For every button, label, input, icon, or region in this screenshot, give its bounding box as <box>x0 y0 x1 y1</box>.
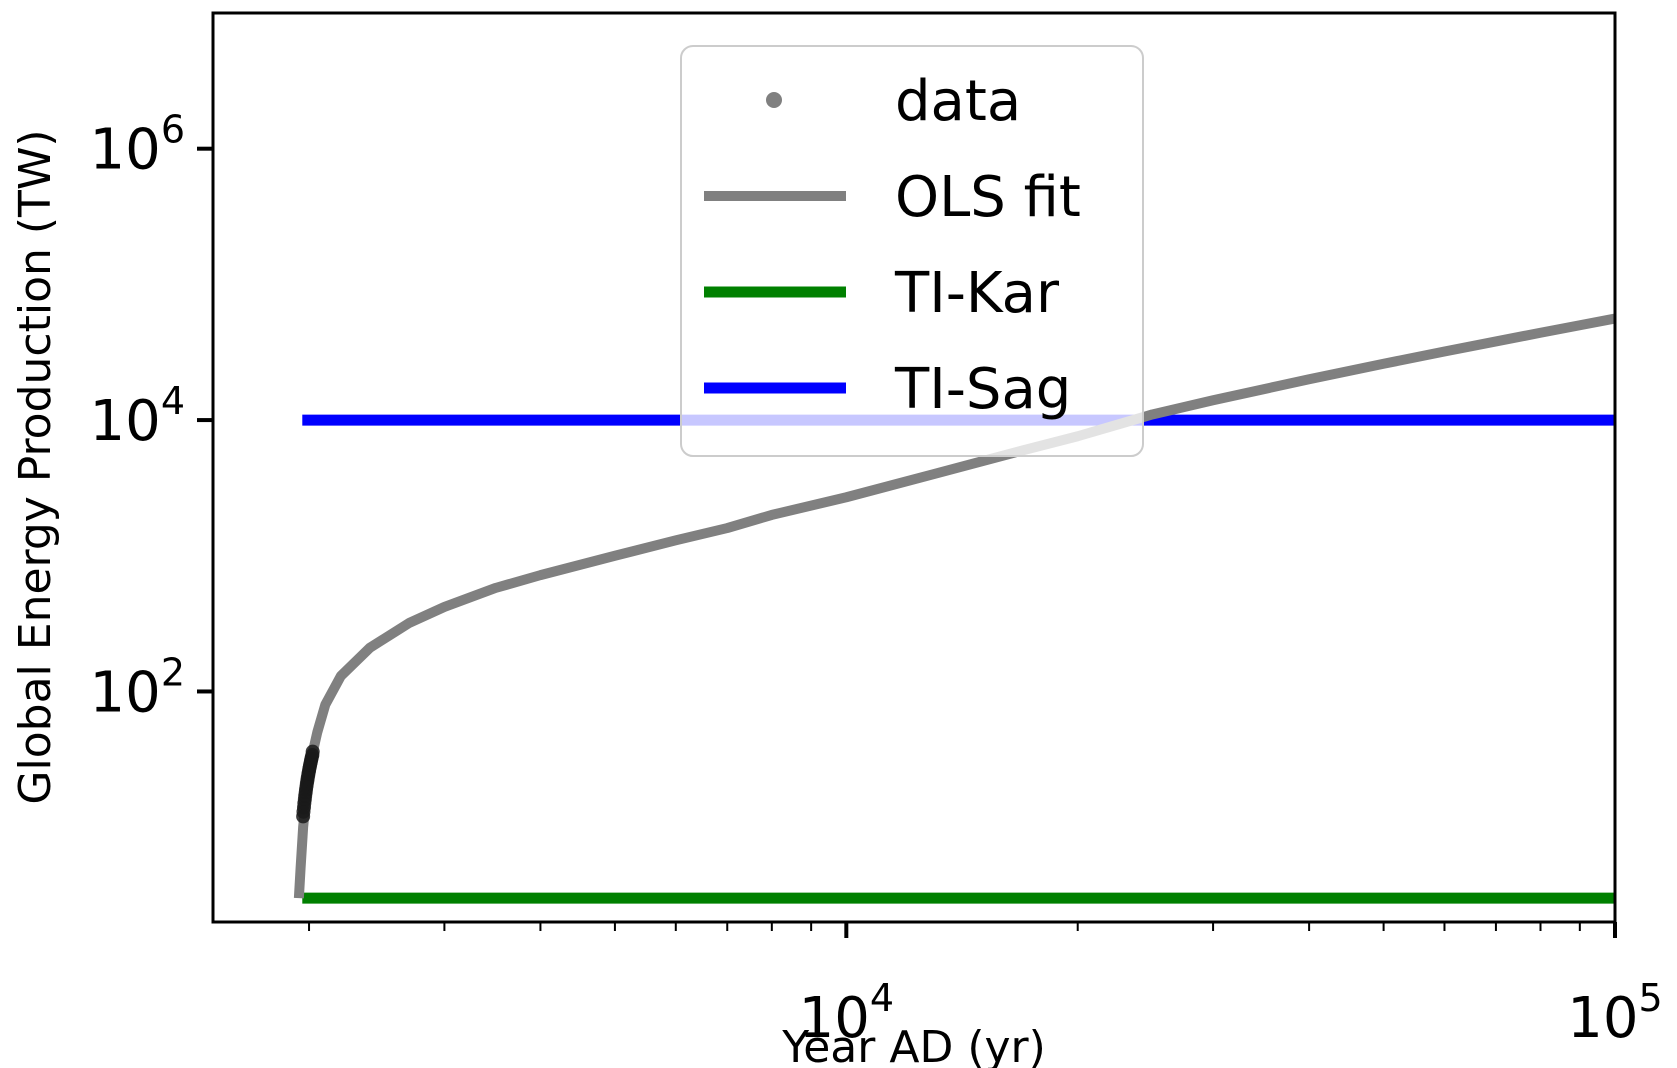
plot-frame <box>211 11 1617 924</box>
y-tick-label: 102 <box>90 650 185 725</box>
legend: data OLS fit TI-Kar TI-Sag <box>680 45 1144 457</box>
legend-box <box>680 45 1144 457</box>
y-axis-label: Global Energy Production (TW) <box>10 129 61 804</box>
x-axis-label: Year AD (yr) <box>781 1022 1046 1068</box>
y-tick-label: 104 <box>90 379 185 454</box>
ticks-layer: 104 105 102 104 106 <box>90 108 1663 1051</box>
legend-label-ti-kar: TI-Kar <box>894 261 1060 326</box>
x-tick-label: 105 <box>1567 976 1662 1051</box>
series-ols-fit-line <box>293 313 1615 899</box>
data-point <box>305 744 320 759</box>
legend-label-ols-fit: OLS fit <box>895 165 1081 230</box>
x-tick-label: 104 <box>799 976 894 1051</box>
legend-swatch-data <box>766 92 782 108</box>
series-data <box>296 744 320 824</box>
y-tick-label: 106 <box>90 108 185 183</box>
legend-label-data: data <box>895 69 1021 134</box>
series-layer <box>293 313 1615 904</box>
legend-label-ti-sag: TI-Sag <box>894 357 1071 422</box>
